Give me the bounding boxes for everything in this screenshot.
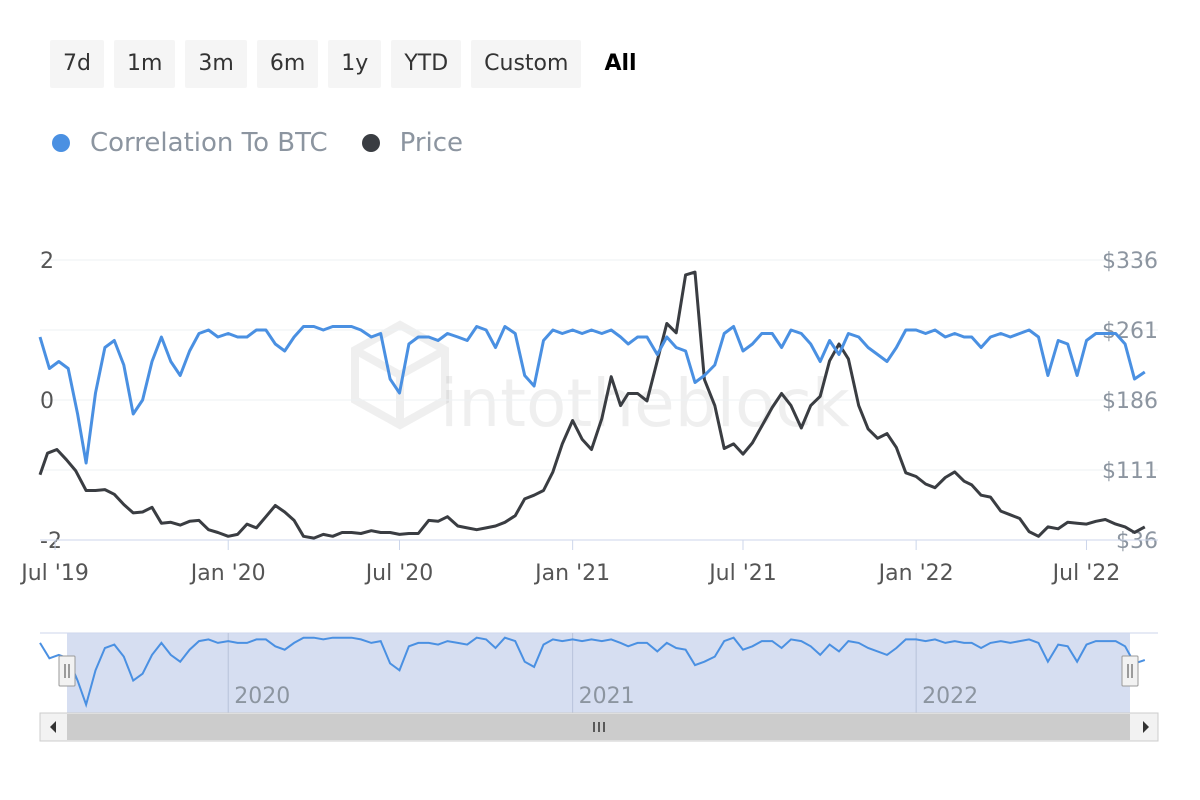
main-chart: intotheblock -2 0 2 $36 $111 $186 $261 $336 Ju…: [19, 249, 1158, 586]
legend-item-0[interactable]: Correlation To BTC: [52, 128, 328, 158]
y-axis-left: -2 0 2: [40, 249, 62, 554]
legend-label: Correlation To BTC: [90, 128, 328, 158]
x-tick-label: Jan '21: [533, 561, 610, 586]
navigator-year-grid: 2020 2021 2022: [227, 633, 978, 713]
navigator-series: [39, 636, 1146, 708]
series-line-correlation-to-btc: [38, 325, 1146, 465]
y-right-tick-label: $36: [1116, 529, 1158, 554]
navigator-series-line: [39, 636, 1146, 708]
series-layer: [38, 270, 1146, 540]
y-axis-right: $36 $111 $186 $261 $336: [1102, 249, 1158, 554]
legend-marker-icon: [52, 134, 70, 152]
navigator-year-label: 2022: [922, 684, 978, 709]
x-tick-label: Jan '20: [189, 561, 266, 586]
watermark: intotheblock: [351, 320, 851, 442]
x-tick-label: Jan '22: [877, 561, 954, 586]
navigator-handle-left[interactable]: [58, 655, 76, 687]
y-left-tick-label: -2: [40, 529, 62, 554]
legend-item-1[interactable]: Price: [361, 128, 464, 158]
y-left-tick-label: 2: [40, 249, 54, 274]
y-right-tick-label: $261: [1102, 319, 1158, 344]
navigator-mask[interactable]: [67, 633, 1130, 713]
x-tick-label: Jul '21: [707, 561, 777, 586]
navigator-year-label: 2021: [579, 684, 635, 709]
legend-label: Price: [399, 128, 464, 158]
scroll-left-arrow-icon[interactable]: [50, 721, 56, 733]
y-left-tick-label: 0: [40, 389, 54, 414]
series-line-price: [38, 270, 1146, 540]
x-axis: Jul '19 Jan '20 Jul '20 Jan '21 Jul '21 Jan '…: [19, 539, 1158, 586]
range-button-6m[interactable]: 6m: [256, 40, 319, 88]
range-selector: 7d 1m 3m 6m 1y YTD Custom All: [50, 40, 650, 88]
y-right-tick-label: $186: [1102, 389, 1158, 414]
scrollbar[interactable]: [39, 712, 1159, 742]
y-right-tick-label: $111: [1102, 459, 1158, 484]
range-button-1y[interactable]: 1y: [328, 40, 382, 88]
range-button-all[interactable]: All: [604, 51, 637, 76]
y-right-tick-label: $336: [1102, 249, 1158, 274]
range-button-1m[interactable]: 1m: [113, 40, 176, 88]
legend: Correlation To BTC Price: [52, 128, 463, 158]
grid: [40, 259, 1158, 471]
range-button-3m[interactable]: 3m: [185, 40, 247, 88]
x-tick-label: Jul '22: [1051, 561, 1121, 586]
x-tick-label: Jul '19: [19, 561, 89, 586]
range-button-ytd[interactable]: YTD: [391, 40, 462, 88]
navigator-handle-right[interactable]: [1121, 655, 1139, 687]
legend-marker-icon: [361, 134, 380, 152]
scrollbar-grip-icon: [593, 722, 605, 732]
x-tick-label: Jul '20: [364, 561, 434, 586]
range-button-7d[interactable]: 7d: [50, 40, 104, 88]
range-button-custom[interactable]: Custom: [471, 40, 582, 88]
navigator-year-label: 2020: [234, 684, 290, 709]
scroll-right-arrow-icon[interactable]: [1143, 721, 1149, 733]
watermark-text: intotheblock: [440, 365, 851, 442]
navigator[interactable]: 2020 2021 2022: [0, 628, 1200, 748]
